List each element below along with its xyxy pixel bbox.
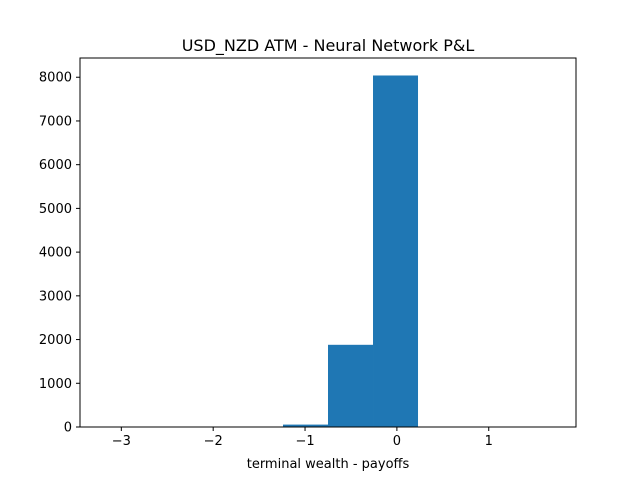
y-axis: 0 1000 2000 3000 4000 5000 6000 7000 8000 <box>39 71 80 436</box>
y-tick-label-0: 0 <box>64 421 72 436</box>
histogram-bar-4 <box>282 424 328 427</box>
x-tick-label-0: −3 <box>112 434 131 449</box>
y-tick-label-8: 8000 <box>39 71 72 86</box>
y-tick-label-5: 5000 <box>39 202 72 217</box>
axes-frame <box>79 57 577 428</box>
x-tick-label-4: 1 <box>485 434 493 449</box>
x-tick-label-2: −1 <box>295 434 314 449</box>
y-tick-label-3: 3000 <box>39 289 72 304</box>
histogram-bar-6 <box>373 75 419 427</box>
y-tick-label-7: 7000 <box>39 114 72 129</box>
y-tick-label-2: 2000 <box>39 333 72 348</box>
x-axis: −3 −2 −1 0 1 <box>112 427 493 449</box>
chart-title: USD_NZD ATM - Neural Network P&L <box>182 36 475 56</box>
plot-area <box>79 57 577 428</box>
y-tick-label-6: 6000 <box>39 158 72 173</box>
y-tick-label-4: 4000 <box>39 246 72 261</box>
x-axis-label: terminal wealth - payoffs <box>247 457 410 472</box>
x-tick-label-3: 0 <box>393 434 401 449</box>
y-tick-label-1: 1000 <box>39 377 72 392</box>
histogram-bar-5 <box>328 344 374 427</box>
x-tick-label-1: −2 <box>204 434 223 449</box>
histogram-bars <box>102 75 554 427</box>
